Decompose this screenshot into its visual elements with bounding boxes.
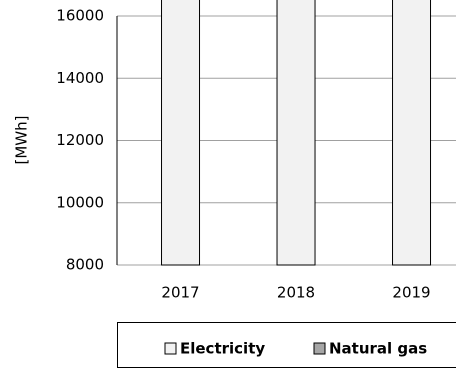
x-tick-label: 2018 — [277, 284, 315, 302]
y-tick-label: 10000 — [56, 193, 104, 211]
y-tick-label: 12000 — [56, 131, 104, 149]
bar-segment — [276, 0, 316, 266]
y-tick-label: 16000 — [56, 7, 104, 25]
x-tick-label: 2019 — [392, 284, 430, 302]
legend: Electricity Natural gas — [117, 322, 456, 368]
x-tick-label: 2017 — [161, 284, 199, 302]
bar-segment — [161, 0, 201, 266]
legend-swatch — [164, 342, 177, 355]
y-tick-label: 14000 — [56, 69, 104, 87]
legend-swatch — [313, 342, 326, 355]
bar-segment — [392, 0, 432, 266]
y-axis-label: [MWh] — [13, 116, 31, 165]
y-tick-label: 8000 — [66, 256, 104, 274]
legend-label: Natural gas — [329, 340, 427, 358]
legend-label: Electricity — [180, 340, 265, 358]
